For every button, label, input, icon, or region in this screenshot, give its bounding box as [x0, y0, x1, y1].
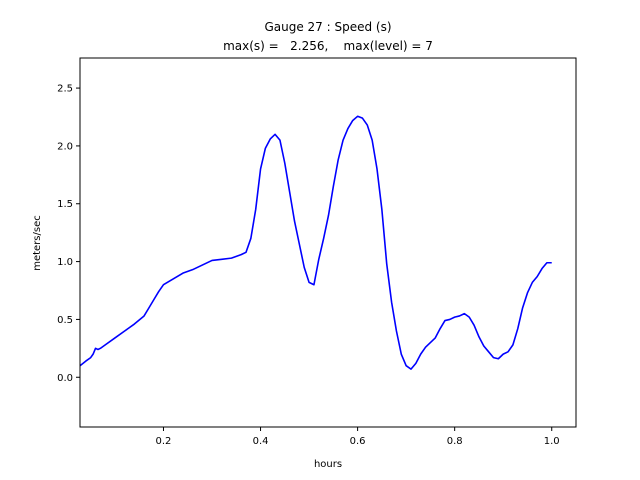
y-tick-label: 2.0 — [57, 141, 73, 152]
x-tick-label: 0.4 — [253, 436, 269, 447]
y-axis-label: meters/sec — [32, 215, 43, 271]
y-tick-label: 2.5 — [57, 84, 73, 95]
series-layer — [79, 115, 552, 370]
x-tick-label: 0.2 — [156, 436, 172, 447]
axes-frame — [79, 57, 577, 428]
x-axis-label: hours — [314, 459, 342, 470]
x-tick-label: 0.8 — [447, 436, 463, 447]
series-line-0 — [79, 115, 552, 370]
x-tick-label: 1.0 — [544, 436, 560, 447]
chart-title: Gauge 27 : Speed (s) max(s) = 2.256, max… — [223, 20, 433, 53]
x-axis: 0.2 0.4 0.6 0.8 1.0 — [156, 427, 560, 447]
y-tick-label: 0.0 — [57, 373, 73, 384]
plot-area — [79, 57, 577, 428]
y-tick-label: 1.5 — [57, 199, 73, 210]
chart-title-line2: max(s) = 2.256, max(level) = 7 — [223, 39, 433, 53]
chart-title-line1: Gauge 27 : Speed (s) — [264, 20, 391, 34]
y-tick-label: 0.5 — [57, 315, 73, 326]
x-tick-label: 0.6 — [350, 436, 366, 447]
y-tick-label: 1.0 — [57, 257, 73, 268]
y-axis: 0.0 0.5 1.0 1.5 2.0 2.5 — [57, 84, 80, 384]
